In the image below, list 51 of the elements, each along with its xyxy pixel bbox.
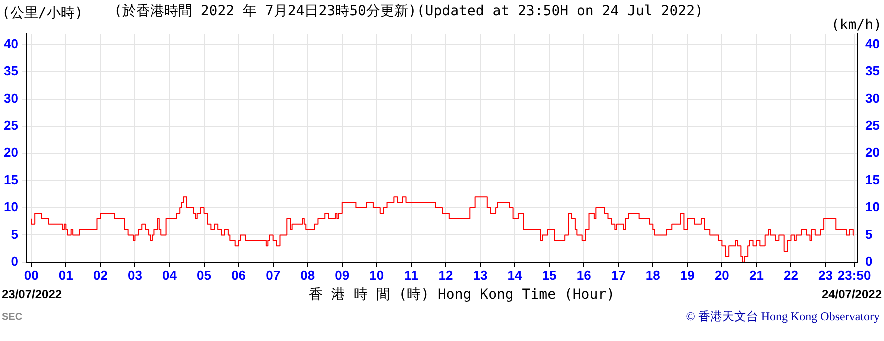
- x-tick-label: 23: [818, 268, 834, 283]
- x-tick-label: 13: [473, 268, 488, 283]
- y2-axis-title: (km/h): [831, 18, 882, 34]
- y-tick-label: 35: [4, 64, 18, 79]
- y-tick-label: 5: [11, 226, 18, 242]
- x-tick-label: 07: [266, 268, 281, 283]
- x-tick-label: 11: [404, 268, 418, 283]
- y2-tick-label: 15: [866, 172, 880, 188]
- y2-tick-label: 0: [866, 254, 873, 269]
- x-tick-label: 15: [542, 268, 557, 283]
- y2-tick-label: 20: [866, 145, 880, 160]
- x-tick-label: 06: [232, 268, 246, 283]
- x-tick-label: 00: [24, 268, 39, 283]
- x-tick-label: 10: [370, 268, 384, 283]
- x-tick-label: 05: [197, 268, 212, 283]
- y2-tick-label: 25: [866, 118, 880, 134]
- y-tick-label: 40: [4, 36, 18, 52]
- x-tick-label: 03: [128, 268, 142, 283]
- y-tick-label: 15: [4, 172, 18, 188]
- x-tick-label: 14: [508, 268, 524, 283]
- x-tick-label: 08: [300, 268, 316, 283]
- y2-tick-label: 40: [866, 36, 880, 52]
- y2-tick-label: 35: [866, 64, 880, 79]
- text: © 香港天文台 Hong Kong Observatory: [686, 310, 880, 324]
- y-tick-label: 20: [4, 145, 18, 160]
- y2-tick-label: 10: [866, 200, 880, 215]
- x-tick-label: 16: [576, 268, 592, 283]
- x-tick-label: 23:50: [838, 268, 872, 283]
- x-axis-title: 香 港 時 間 (時) Hong Kong Time (Hour): [308, 287, 616, 304]
- text: 23/07/2022: [2, 288, 62, 302]
- x-tick-label: 20: [714, 268, 730, 283]
- x-tick-label: 04: [162, 268, 178, 283]
- y-tick-label: 0: [11, 254, 18, 269]
- y2-tick-label: 5: [866, 226, 873, 242]
- y-tick-label: 25: [4, 118, 18, 134]
- x-tick-label: 17: [611, 268, 626, 283]
- y2-tick-label: 30: [866, 90, 880, 106]
- x-tick-label: 01: [58, 268, 74, 283]
- x-tick-label: 21: [749, 268, 764, 283]
- x-tick-label: 12: [438, 268, 454, 283]
- y-axis-title: (公里/小時): [2, 6, 84, 22]
- y-tick-label: 30: [4, 90, 18, 106]
- y-tick-label: 10: [4, 200, 18, 215]
- x-tick-label: 22: [784, 268, 798, 283]
- x-tick-label: 09: [335, 268, 350, 283]
- text: SEC: [2, 312, 23, 324]
- x-tick-label: 19: [680, 268, 695, 283]
- x-tick-label: 18: [646, 268, 660, 283]
- text: 24/07/2022: [822, 288, 882, 302]
- chart-title: (於香港時間 2022 年 7月24日23時50分更新)(Updated at 23:50H on 24 Jul 2022): [114, 4, 704, 20]
- x-tick-label: 02: [93, 268, 108, 283]
